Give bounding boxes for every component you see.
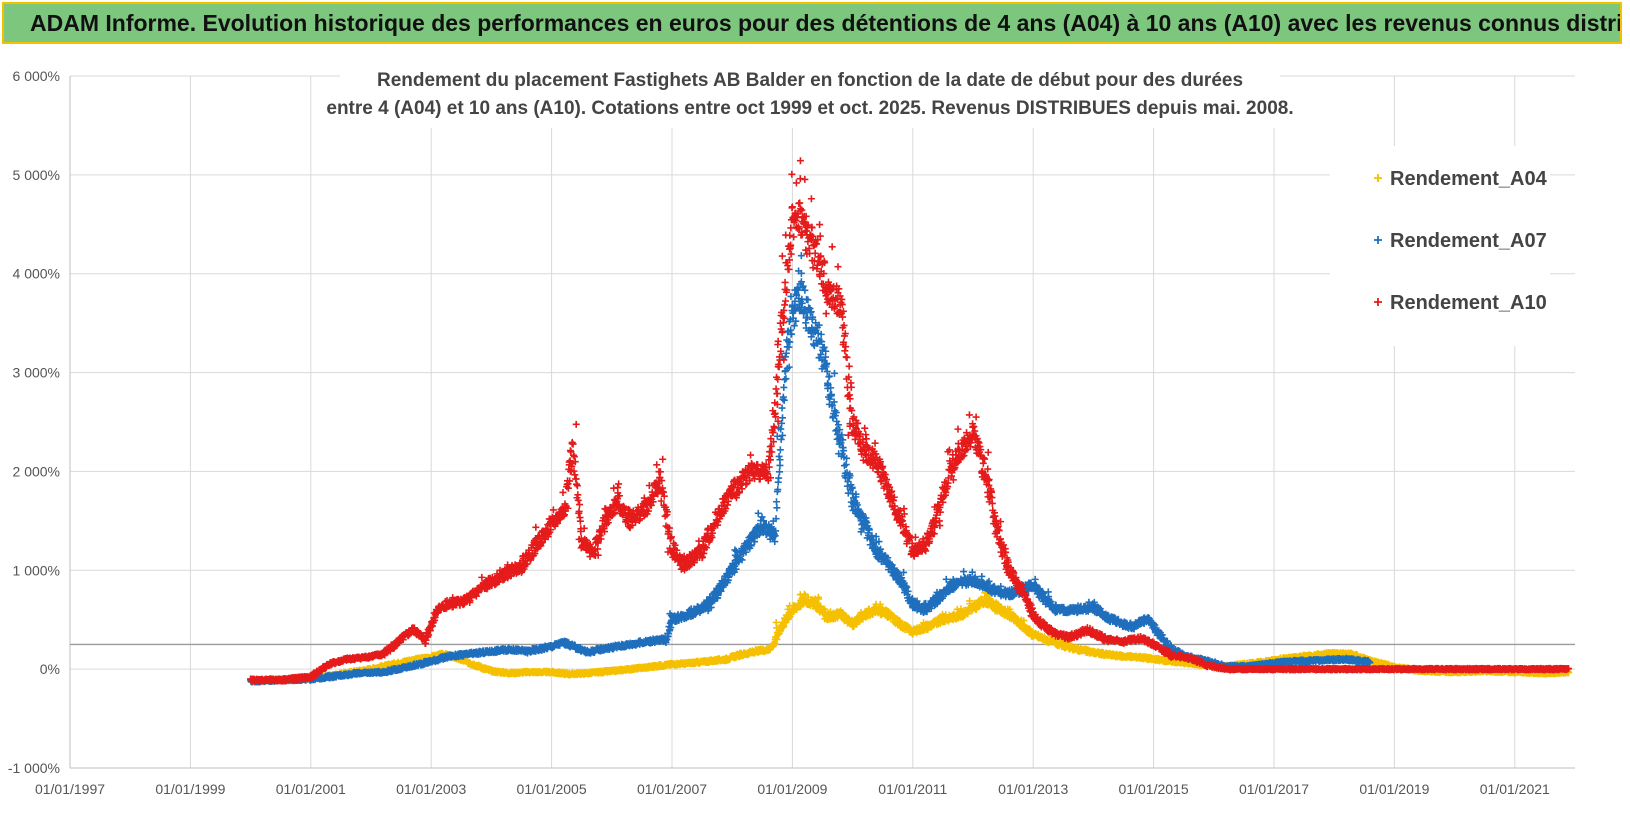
y-tick-label: 2 000% [13,463,60,479]
report-banner-title: ADAM Informe. Evolution historique des p… [30,9,1622,36]
x-tick-label: 01/01/2019 [1359,781,1429,797]
x-tick-label: 01/01/2003 [396,781,466,797]
x-axis-tick-labels: 01/01/1997 01/01/1999 01/01/2001 01/01/2003… [35,781,1550,797]
scatter-chart: -1 000% 0% 1 000% 2 000% 3 000% 4 000% 5 000% 6… [0,46,1630,816]
data-point [773,635,781,643]
y-tick-label: 4 000% [13,266,60,282]
x-tick-label: 01/01/2015 [1119,781,1189,797]
y-tick-label: 0% [40,661,60,677]
chart-plot-area [247,157,1573,686]
x-tick-label: 01/01/1997 [35,781,105,797]
y-tick-label: 3 000% [13,365,60,381]
x-tick-label: 01/01/2013 [998,781,1068,797]
report-banner: ADAM Informe. Evolution historique des p… [2,2,1622,44]
x-tick-label: 01/01/2007 [637,781,707,797]
x-tick-label: 01/01/2021 [1480,781,1550,797]
x-tick-label: 01/01/2009 [757,781,827,797]
x-tick-label: 01/01/2017 [1239,781,1309,797]
x-tick-label: 01/01/2001 [276,781,346,797]
y-axis-tick-labels: -1 000% 0% 1 000% 2 000% 3 000% 4 000% 5 000% 6… [8,68,60,776]
y-tick-label: -1 000% [8,760,60,776]
y-tick-label: 1 000% [13,562,60,578]
y-tick-label: 6 000% [13,68,60,84]
y-tick-label: 5 000% [13,167,60,183]
x-tick-label: 01/01/1999 [155,781,225,797]
x-tick-label: 01/01/2011 [878,781,947,797]
x-tick-label: 01/01/2005 [517,781,587,797]
